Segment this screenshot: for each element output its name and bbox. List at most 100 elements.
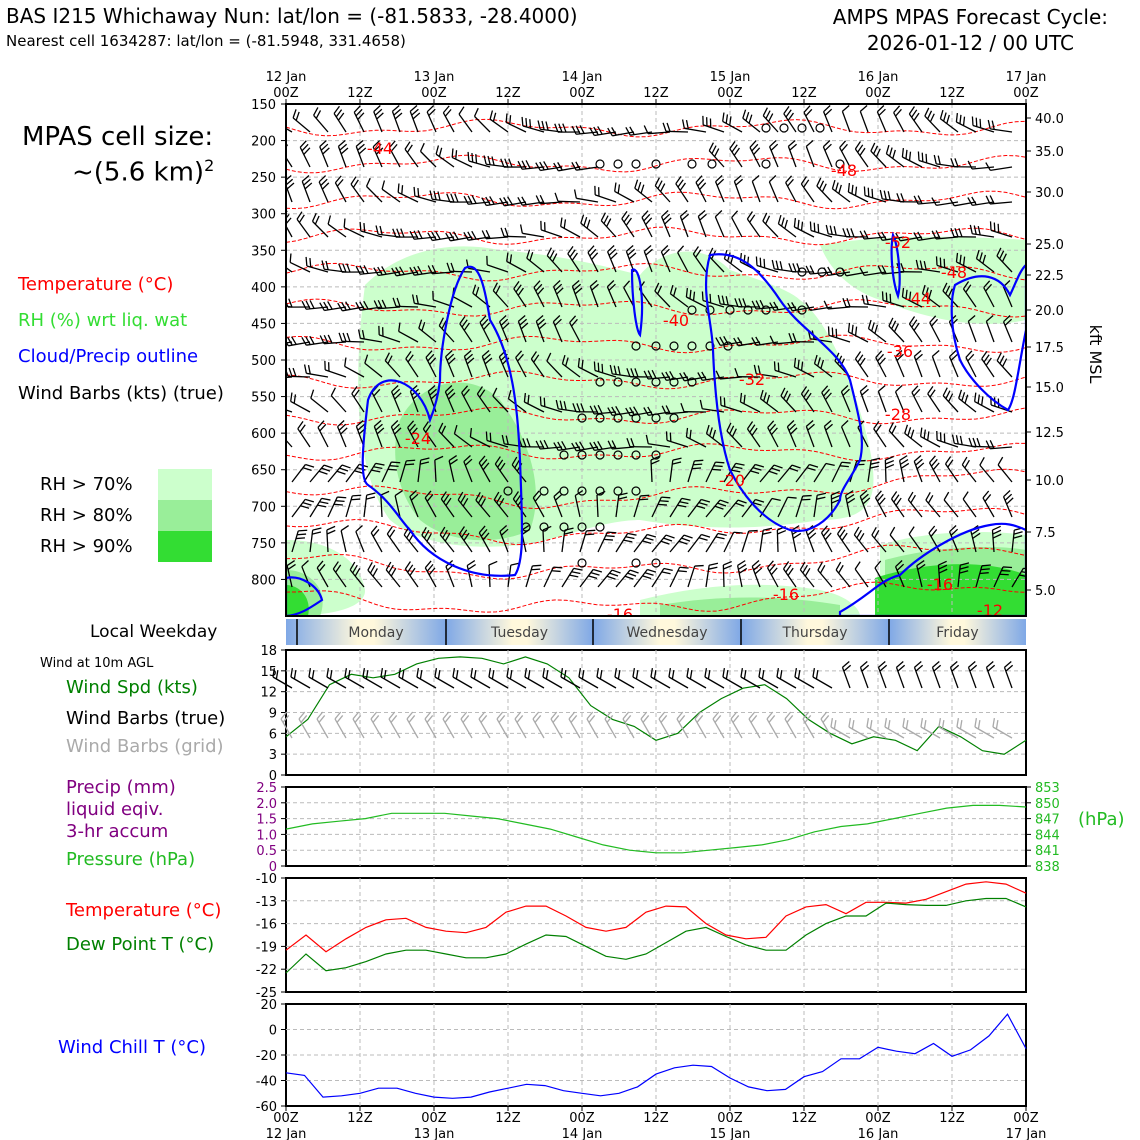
windchill-panel-tick-label: 20 <box>260 998 277 1013</box>
barb-flag <box>607 440 613 450</box>
wind-barb <box>422 421 437 448</box>
barb-flag <box>514 711 522 720</box>
barb-flag <box>949 350 957 358</box>
chart-title: BAS I215 Whichaway Nun: lat/lon = (-81.5… <box>6 4 578 28</box>
barb-flag <box>625 536 635 540</box>
wind-barb <box>424 490 437 518</box>
barb-flag <box>527 394 530 404</box>
wind-barb <box>370 525 383 553</box>
barb-flag <box>409 104 418 112</box>
wind-barb <box>942 282 959 308</box>
barb-flag <box>780 387 786 397</box>
barb-flag <box>943 491 950 501</box>
barb-flag <box>590 572 600 576</box>
barb-flag <box>717 532 727 536</box>
barb-flag <box>737 560 746 566</box>
wind-barb <box>669 534 693 553</box>
barb-flag <box>288 367 293 377</box>
barb-flag <box>589 279 598 287</box>
barb-flag <box>342 332 347 342</box>
barb-flag <box>859 267 865 276</box>
barb-staff <box>514 718 527 739</box>
calm-circle <box>631 341 641 351</box>
barb-flag <box>471 153 474 163</box>
barb-flag <box>426 715 434 723</box>
wind-barb <box>771 259 797 273</box>
forecast-cycle-title: AMPS MPAS Forecast Cycle: 2026-01-12 / 0… <box>833 4 1108 56</box>
barb-flag <box>394 427 402 435</box>
barb-flag <box>662 122 667 132</box>
wind-barb <box>669 497 691 518</box>
wind-barb <box>419 142 437 168</box>
barb-flag <box>388 564 394 574</box>
barb-flag <box>600 212 606 221</box>
wind-barb <box>931 349 941 378</box>
barb-flag <box>417 230 423 239</box>
barb-flag <box>507 389 512 399</box>
barb-flag <box>311 212 317 222</box>
barb-flag <box>375 225 379 235</box>
barb-staff <box>857 427 869 448</box>
wind-barb <box>894 560 905 588</box>
barb-flag <box>877 384 886 392</box>
barb-flag <box>617 366 621 376</box>
temperature-contour-label: -48 <box>831 161 857 180</box>
barb-flag <box>630 438 635 447</box>
barb-flag <box>606 575 616 580</box>
barb-flag <box>878 357 886 366</box>
barb-flag <box>355 419 364 427</box>
barb-flag <box>672 287 677 297</box>
wind-barb <box>458 526 473 553</box>
barb-flag <box>941 720 945 730</box>
wind-barb <box>438 422 455 448</box>
pressure-right-tick-label: 853 <box>1035 781 1060 796</box>
calm-circle <box>761 305 771 315</box>
barb-flag <box>313 107 319 116</box>
wind-barb <box>768 140 779 168</box>
wind-barb <box>975 249 995 273</box>
barb-flag <box>661 405 667 415</box>
wind-barb <box>392 228 419 238</box>
barb-flag <box>654 282 660 292</box>
barb-staff <box>313 114 329 133</box>
barb-flag <box>789 467 799 472</box>
barb-flag <box>444 385 453 393</box>
barb-flag <box>535 314 544 322</box>
barb-flag <box>650 668 654 678</box>
barb-flag <box>552 315 561 323</box>
barb-flag <box>461 319 468 328</box>
wind-barb <box>769 301 797 312</box>
barb-flag <box>439 526 446 536</box>
barb-flag <box>392 228 397 238</box>
wind-barb <box>677 245 689 273</box>
wind-barb <box>543 566 563 588</box>
legend-rh90-swatch <box>158 531 212 562</box>
barb-flag <box>388 711 396 720</box>
wind-barb <box>913 195 941 205</box>
barb-flag <box>444 108 452 117</box>
barb-flag <box>900 193 905 203</box>
wind-barb <box>755 256 779 273</box>
barb-staff <box>940 118 959 133</box>
barb-staff <box>596 676 617 689</box>
temperature-contour-label: -40 <box>663 311 689 330</box>
rh80-region-lower-mid <box>660 597 840 616</box>
barb-flag <box>660 715 668 723</box>
barb-flag <box>318 563 326 572</box>
surface-true-barb <box>416 668 437 689</box>
dewpoint-line <box>285 897 1027 974</box>
wind-barb <box>767 420 779 448</box>
pressure-right-tick-label: 847 <box>1035 813 1060 828</box>
barb-flag <box>345 301 351 310</box>
barb-flag <box>658 711 666 720</box>
wind-barb <box>499 196 527 207</box>
wind-barb <box>854 561 869 588</box>
barb-flag <box>762 531 772 535</box>
pressure-tick-label: 550 <box>251 391 276 406</box>
wind-barb <box>702 115 725 133</box>
barb-flag <box>473 670 477 680</box>
barb-staff <box>580 222 599 238</box>
barb-flag <box>929 389 936 398</box>
surface-true-barb <box>452 668 473 689</box>
barb-staff <box>677 252 689 273</box>
